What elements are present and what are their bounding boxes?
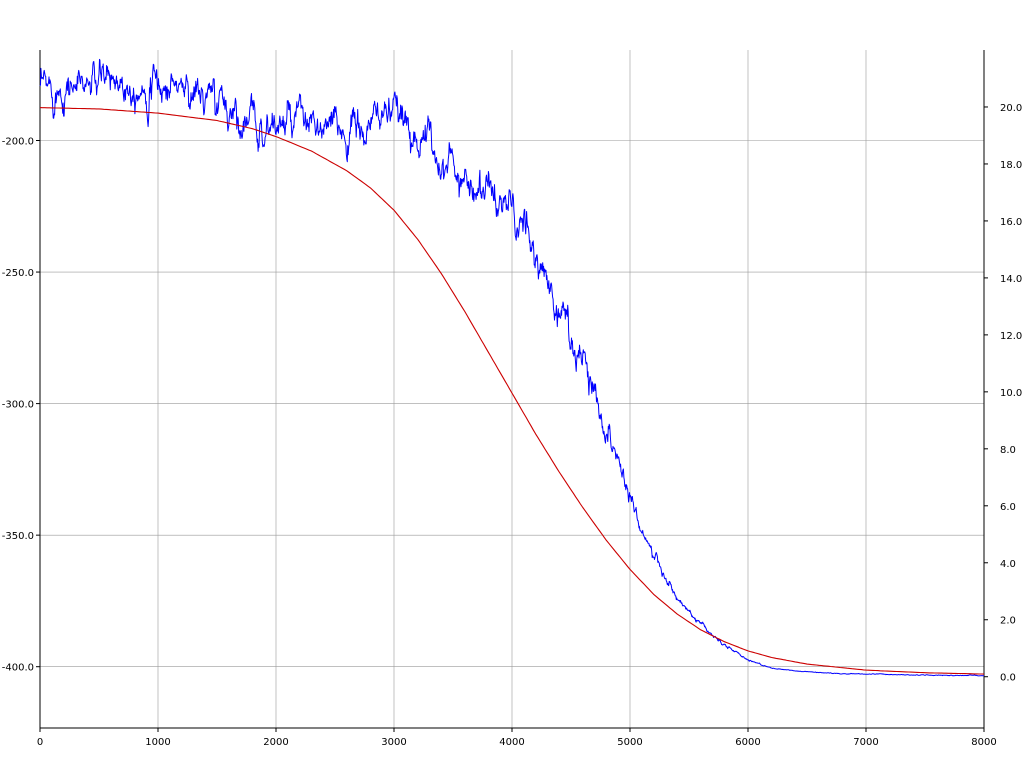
x-tick-label: 5000 <box>617 737 642 748</box>
x-tick-label: 4000 <box>499 737 524 748</box>
axes <box>36 50 988 732</box>
y-right-tick-label: 2.0 <box>1000 616 1016 627</box>
y-right-tick-label: 6.0 <box>1000 502 1016 513</box>
y-right-tick-label: 8.0 <box>1000 445 1016 456</box>
x-tick-label: 2000 <box>263 737 288 748</box>
y-right-tick-label: 0.0 <box>1000 673 1016 684</box>
grid <box>40 50 984 728</box>
x-tick-label: 1000 <box>145 737 170 748</box>
y-right-tick-label: 16.0 <box>1000 217 1022 228</box>
y-left-tick-label: -300.0 <box>2 400 34 411</box>
x-tick-label: 0 <box>37 737 43 748</box>
x-tick-label: 3000 <box>381 737 406 748</box>
x-tick-label: 7000 <box>853 737 878 748</box>
series-line-blue <box>39 58 985 677</box>
series-layer <box>39 58 985 677</box>
y-right-tick-label: 18.0 <box>1000 160 1022 171</box>
y-left-tick-label: -200.0 <box>2 137 34 148</box>
y-left-tick-label: -250.0 <box>2 268 34 279</box>
y-right-tick-label: 14.0 <box>1000 274 1022 285</box>
x-tick-label: 6000 <box>735 737 760 748</box>
y-left-tick-label: -400.0 <box>2 663 34 674</box>
y-right-tick-label: 4.0 <box>1000 559 1016 570</box>
y-left-tick-label: -350.0 <box>2 531 34 542</box>
y-right-tick-label: 20.0 <box>1000 103 1022 114</box>
y-right-tick-label: 12.0 <box>1000 331 1022 342</box>
series-line-red <box>39 107 985 675</box>
y-right-tick-label: 10.0 <box>1000 388 1022 399</box>
tick-labels: 0 1000 2000 3000 4000 5000 6000 7000 8000 -200.0 -… <box>2 103 1023 748</box>
x-tick-label: 8000 <box>971 737 996 748</box>
